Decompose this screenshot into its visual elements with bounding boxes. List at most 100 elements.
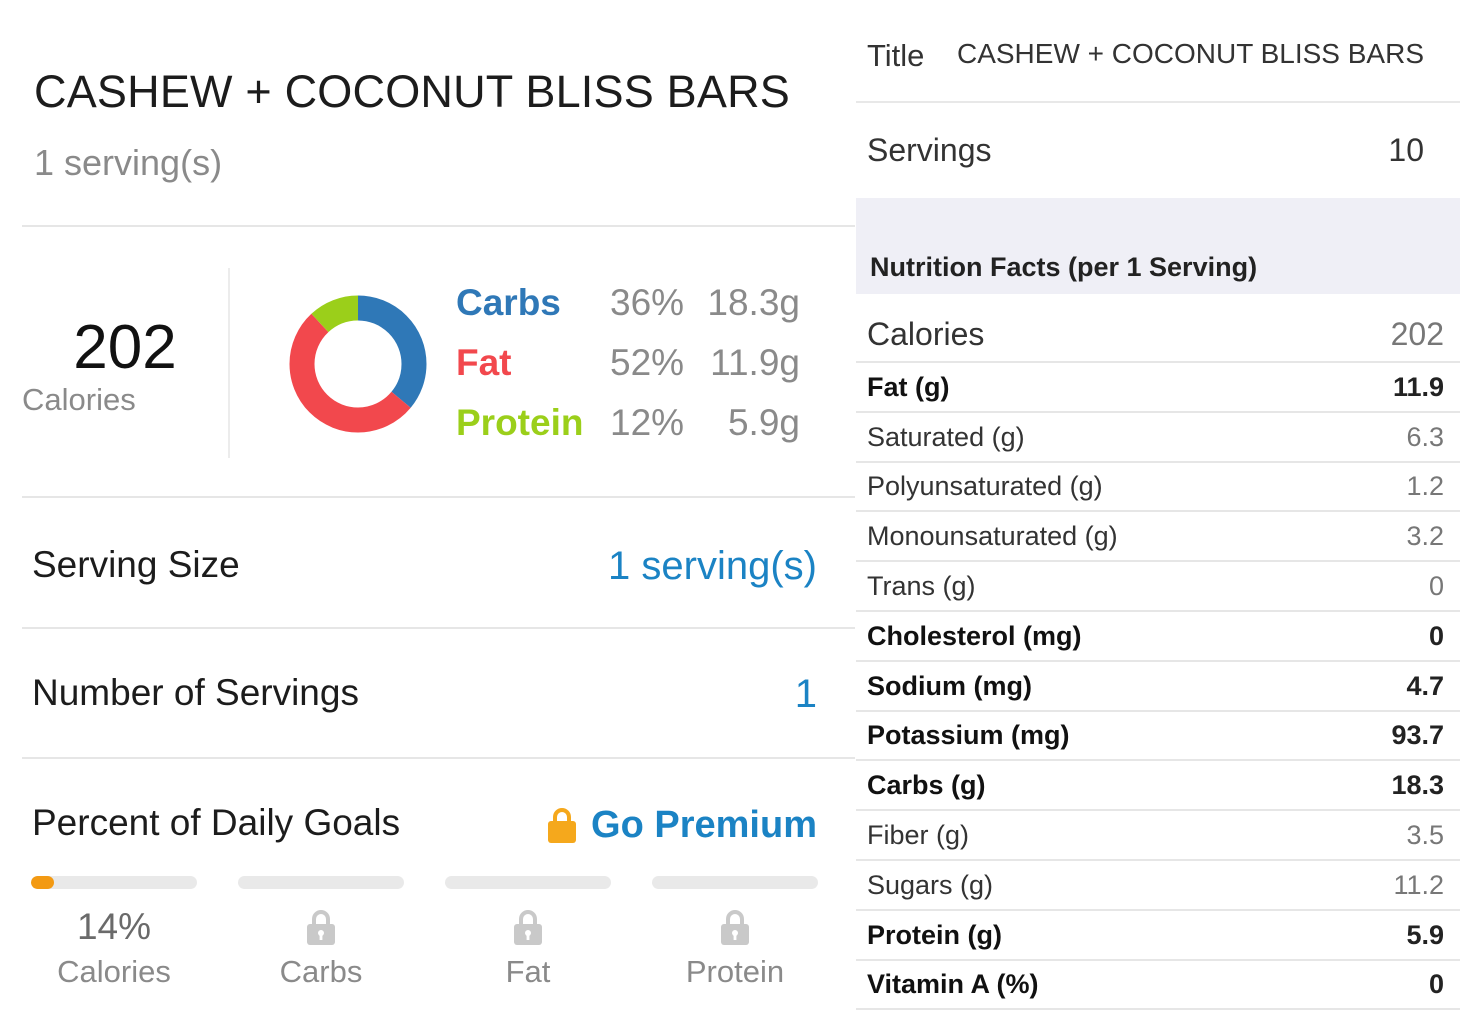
goal-label: Fat [505, 954, 551, 989]
nutrition-fact-row: Fiber (g) 3.5 [856, 811, 1460, 861]
macro-name: Carbs [456, 282, 561, 323]
number-of-servings-row[interactable]: Number of Servings 1 [22, 672, 817, 732]
nutrition-fact-name: Fat (g) [867, 371, 950, 402]
macro-name: Fat [456, 342, 512, 383]
recipe-summary-panel: CASHEW + COCONUT BLISS BARS 1 serving(s)… [22, 66, 855, 1016]
macro-percent: 36% [610, 282, 685, 323]
macro-row-protein: Protein 12% 5.9g [456, 402, 806, 452]
divider [22, 496, 855, 498]
nutrition-fact-name: Cholesterol (mg) [867, 620, 1082, 651]
title-label: Title [867, 38, 925, 73]
goal-calories: 14% Calories [31, 876, 197, 1016]
nutrition-fact-value: 3.2 [1406, 521, 1444, 552]
number-of-servings-label: Number of Servings [32, 672, 359, 713]
serving-size-value[interactable]: 1 serving(s) [608, 544, 817, 588]
serving-size-row[interactable]: Serving Size 1 serving(s) [22, 544, 817, 604]
nutrition-fact-row: Saturated (g) 6.3 [856, 413, 1460, 463]
nutrition-fact-value: 0 [1428, 620, 1444, 651]
nutrition-fact-name: Sugars (g) [867, 869, 994, 900]
servings-value: 10 [1388, 132, 1424, 168]
divider [22, 757, 855, 759]
nutrition-facts-header: Nutrition Facts (per 1 Serving) [856, 198, 1460, 294]
macro-percent: 52% [610, 342, 685, 383]
nutrition-fact-row: Trans (g) 0 [856, 562, 1460, 612]
donut-slice-protein [289, 295, 427, 433]
nutrition-fact-name: Fiber (g) [867, 819, 970, 850]
nutrition-fact-row: Potassium (mg) 93.7 [856, 712, 1460, 762]
nutrition-fact-row: Sodium (mg) 4.7 [856, 662, 1460, 712]
servings-label: Servings [867, 132, 992, 168]
goal-label: Carbs [279, 954, 363, 989]
nutrition-fact-row: Fat (g) 11.9 [856, 363, 1460, 413]
goal-carbs[interactable]: Carbs [238, 876, 404, 1016]
nutrition-fact-value: 18.3 [1391, 770, 1444, 801]
nutrition-fact-name: Monounsaturated (g) [867, 521, 1118, 552]
nutrition-fact-name: Trans (g) [867, 570, 976, 601]
macro-grams: 5.9g [727, 402, 800, 443]
nutrition-fact-value: 93.7 [1391, 720, 1444, 751]
lock-icon [307, 910, 335, 945]
nutrition-fact-row: Vitamin A (%) 0 [856, 961, 1460, 1011]
nutrition-fact-name: Saturated (g) [867, 421, 1025, 452]
nutrition-fact-row: Cholesterol (mg) 0 [856, 612, 1460, 662]
nutrition-fact-row: Carbs (g) 18.3 [856, 761, 1460, 812]
macro-grams: 18.3g [707, 282, 800, 323]
nutrition-fact-value: 4.7 [1406, 670, 1444, 701]
divider [22, 627, 855, 629]
nutrition-facts-title: Nutrition Facts (per 1 Serving) [870, 252, 1258, 282]
goal-progress-fill [31, 876, 55, 889]
nutrition-fact-value: 1.2 [1406, 471, 1444, 502]
lock-icon [514, 910, 542, 945]
serving-size-label: Serving Size [32, 544, 240, 585]
nutrition-fact-row: Monounsaturated (g) 3.2 [856, 512, 1460, 563]
calories-label: Calories [22, 382, 136, 417]
nutrition-fact-row: Calories 202 [856, 297, 1460, 363]
calories-value: 202 [73, 313, 177, 382]
nutrition-fact-name: Calories [867, 316, 985, 352]
macro-grams: 11.9g [710, 342, 800, 383]
nutrition-fact-name: Polyunsaturated (g) [867, 471, 1103, 502]
daily-goals-header: Percent of Daily Goals [22, 802, 522, 862]
title-value: CASHEW + COCONUT BLISS BARS [956, 38, 1424, 69]
goal-progress-track [445, 876, 611, 889]
nutrition-fact-value: 0 [1428, 969, 1444, 1000]
go-premium-label: Go Premium [591, 803, 817, 846]
divider [228, 268, 230, 458]
nutrition-fact-value: 11.9 [1392, 371, 1444, 402]
macro-row-fat: Fat 52% 11.9g [456, 342, 806, 392]
nutrition-fact-row: Polyunsaturated (g) 1.2 [856, 463, 1460, 513]
divider [856, 101, 1460, 103]
goal-progress-track [31, 876, 197, 889]
go-premium-button[interactable]: Go Premium [547, 800, 817, 850]
number-of-servings-value[interactable]: 1 [794, 672, 817, 716]
nutrition-fact-value: 0 [1428, 570, 1444, 601]
nutrition-fact-value: 202 [1390, 316, 1444, 352]
goal-progress-track [238, 876, 404, 889]
recipe-title: CASHEW + COCONUT BLISS BARS [34, 66, 790, 117]
divider [22, 225, 855, 227]
goal-value: 14% [76, 906, 152, 947]
macro-percent: 12% [610, 402, 685, 443]
goal-progress-track [652, 876, 818, 889]
goal-label: Protein [685, 954, 785, 989]
nutrition-fact-name: Carbs (g) [867, 770, 986, 801]
nutrition-fact-value: 6.3 [1406, 421, 1444, 452]
nutrition-fact-value: 5.9 [1406, 919, 1444, 950]
nutrition-fact-name: Vitamin A (%) [867, 969, 1039, 1000]
recipe-servings-subtitle: 1 serving(s) [34, 142, 223, 183]
goal-label: Calories [57, 954, 171, 989]
nutrition-fact-value: 3.5 [1406, 819, 1444, 850]
nutrition-fact-value: 11.2 [1393, 869, 1444, 900]
calories-summary: 202 [22, 228, 228, 496]
nutrition-fact-name: Sodium (mg) [867, 670, 1032, 701]
daily-goals-title: Percent of Daily Goals [32, 802, 401, 843]
lock-icon [721, 910, 749, 945]
nutrition-fact-name: Protein (g) [867, 919, 1002, 950]
nutrition-facts-table: Calories 202 Fat (g) 11.9 Saturated (g) 6.3 Po… [856, 297, 1460, 1011]
nutrition-fact-name: Potassium (mg) [867, 720, 1070, 751]
macro-row-carbs: Carbs 36% 18.3g [456, 282, 806, 332]
goal-protein[interactable]: Protein [652, 876, 818, 1016]
nutrition-fact-row: Protein (g) 5.9 [856, 911, 1460, 961]
goal-fat[interactable]: Fat [445, 876, 611, 1016]
nutrition-fact-row: Sugars (g) 11.2 [856, 861, 1460, 911]
